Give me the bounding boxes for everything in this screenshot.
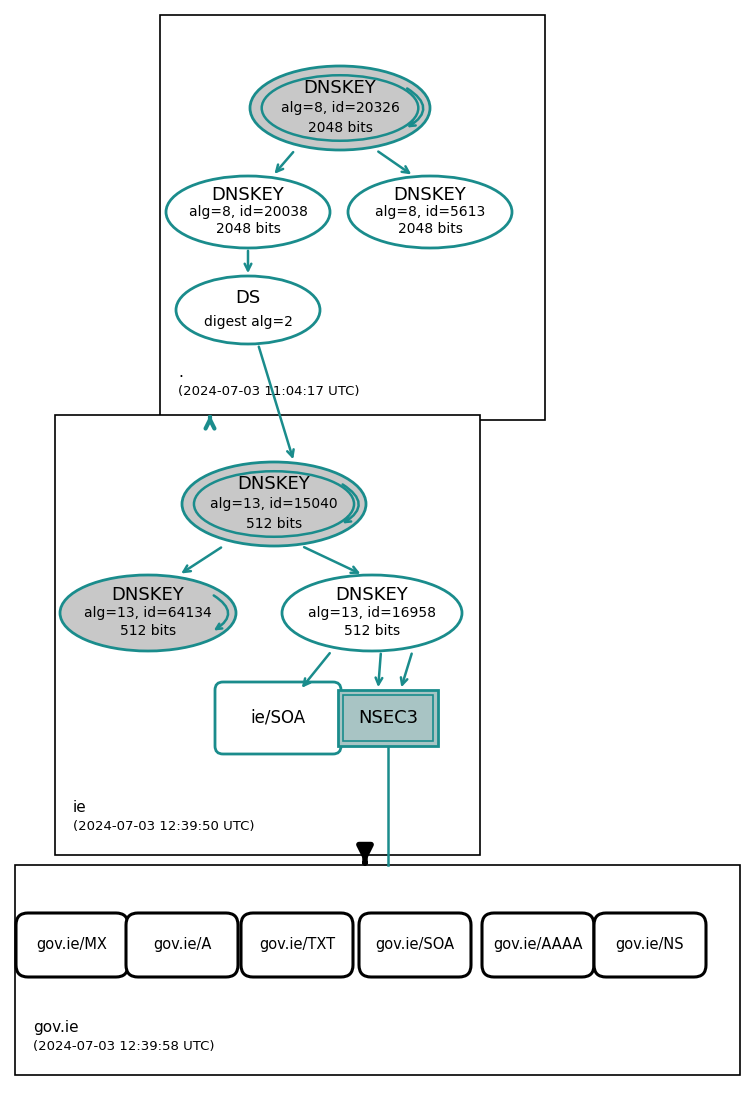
FancyBboxPatch shape [241,913,353,977]
Text: gov.ie/SOA: gov.ie/SOA [376,938,454,953]
Text: gov.ie/A: gov.ie/A [153,938,211,953]
Text: DNSKEY: DNSKEY [212,186,284,203]
Text: DNSKEY: DNSKEY [336,585,408,604]
Text: 512 bits: 512 bits [120,625,176,638]
Ellipse shape [282,575,462,651]
Text: 2048 bits: 2048 bits [215,222,280,236]
FancyBboxPatch shape [594,913,706,977]
Ellipse shape [166,176,330,248]
Text: 512 bits: 512 bits [246,517,302,532]
Text: 2048 bits: 2048 bits [308,121,373,136]
Ellipse shape [176,276,320,344]
FancyBboxPatch shape [359,913,471,977]
Text: alg=8, id=20038: alg=8, id=20038 [188,205,308,219]
Text: 2048 bits: 2048 bits [398,222,463,236]
Text: alg=13, id=64134: alg=13, id=64134 [84,606,212,620]
Text: gov.ie/NS: gov.ie/NS [615,938,684,953]
Ellipse shape [60,575,236,651]
Text: .: . [178,365,183,380]
Text: DNSKEY: DNSKEY [112,585,184,604]
Ellipse shape [348,176,512,248]
Text: (2024-07-03 12:39:50 UTC): (2024-07-03 12:39:50 UTC) [73,820,255,833]
Ellipse shape [182,462,366,546]
Text: gov.ie/TXT: gov.ie/TXT [259,938,335,953]
FancyBboxPatch shape [126,913,238,977]
Ellipse shape [250,66,430,150]
Bar [55,415,480,856]
FancyBboxPatch shape [215,682,341,754]
Text: digest alg=2: digest alg=2 [203,315,293,329]
Text: ie/SOA: ie/SOA [250,709,305,728]
Text: DNSKEY: DNSKEY [304,79,376,97]
Text: alg=8, id=20326: alg=8, id=20326 [280,101,399,115]
FancyBboxPatch shape [16,913,128,977]
Text: alg=13, id=16958: alg=13, id=16958 [308,606,436,620]
Text: gov.ie/AAAA: gov.ie/AAAA [493,938,583,953]
Bar [343,695,433,741]
Text: gov.ie/MX: gov.ie/MX [36,938,107,953]
Bar [160,15,545,420]
Text: ie: ie [73,800,87,815]
Text: (2024-07-03 12:39:58 UTC): (2024-07-03 12:39:58 UTC) [33,1040,215,1054]
Text: alg=13, id=15040: alg=13, id=15040 [210,497,338,511]
Text: NSEC3: NSEC3 [358,709,418,728]
Text: 512 bits: 512 bits [344,625,400,638]
Text: alg=8, id=5613: alg=8, id=5613 [375,205,485,219]
Bar [338,690,438,746]
Text: DNSKEY: DNSKEY [237,475,311,492]
Text: gov.ie: gov.ie [33,1020,79,1035]
Bar [15,865,740,1075]
Text: DNSKEY: DNSKEY [394,186,466,203]
FancyBboxPatch shape [482,913,594,977]
Text: (2024-07-03 11:04:17 UTC): (2024-07-03 11:04:17 UTC) [178,385,360,398]
Text: DS: DS [235,289,261,307]
